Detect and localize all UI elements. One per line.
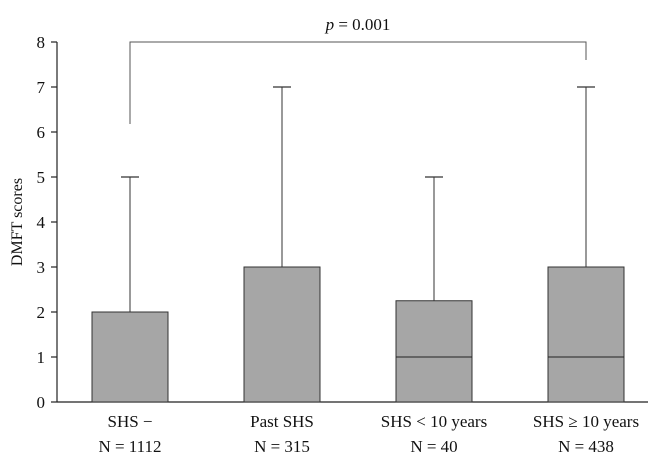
category-label: SHS − [107,412,152,431]
iqr-box [243,266,321,403]
category-n-label: N = 315 [254,437,310,456]
y-tick-label: 2 [37,303,46,322]
y-tick-label: 8 [37,33,46,52]
y-tick-label: 3 [37,258,46,277]
y-axis-title: DMFT scores [9,178,26,266]
box-group [547,86,625,403]
y-tick-label: 6 [37,123,46,142]
category-label: SHS ≥ 10 years [533,412,639,431]
y-tick-label: 4 [37,213,46,232]
y-tick-label: 7 [37,78,46,97]
iqr-box [395,300,473,403]
category-n-label: N = 40 [410,437,457,456]
category-n-label: N = 1112 [98,437,161,456]
category-label: Past SHS [250,412,314,431]
iqr-box [91,311,169,403]
y-tick-label: 0 [37,393,46,412]
y-tick-label: 1 [37,348,46,367]
category-labels: SHS − N = 1112 Past SHS N = 315 SHS < 10 yea… [98,412,639,456]
y-ticks: 0 1 2 3 4 5 6 7 8 [37,33,57,412]
significance-annotation: p = 0.001 [129,15,587,124]
box-group [243,86,321,403]
category-label: SHS < 10 years [381,412,487,431]
significance-bracket [129,41,587,124]
category-n-label: N = 438 [558,437,614,456]
box-group [395,176,473,403]
box-group [91,176,169,403]
boxes [91,86,625,403]
iqr-box [547,266,625,403]
p-value-label: p = 0.001 [325,15,391,34]
y-tick-label: 5 [37,168,46,187]
